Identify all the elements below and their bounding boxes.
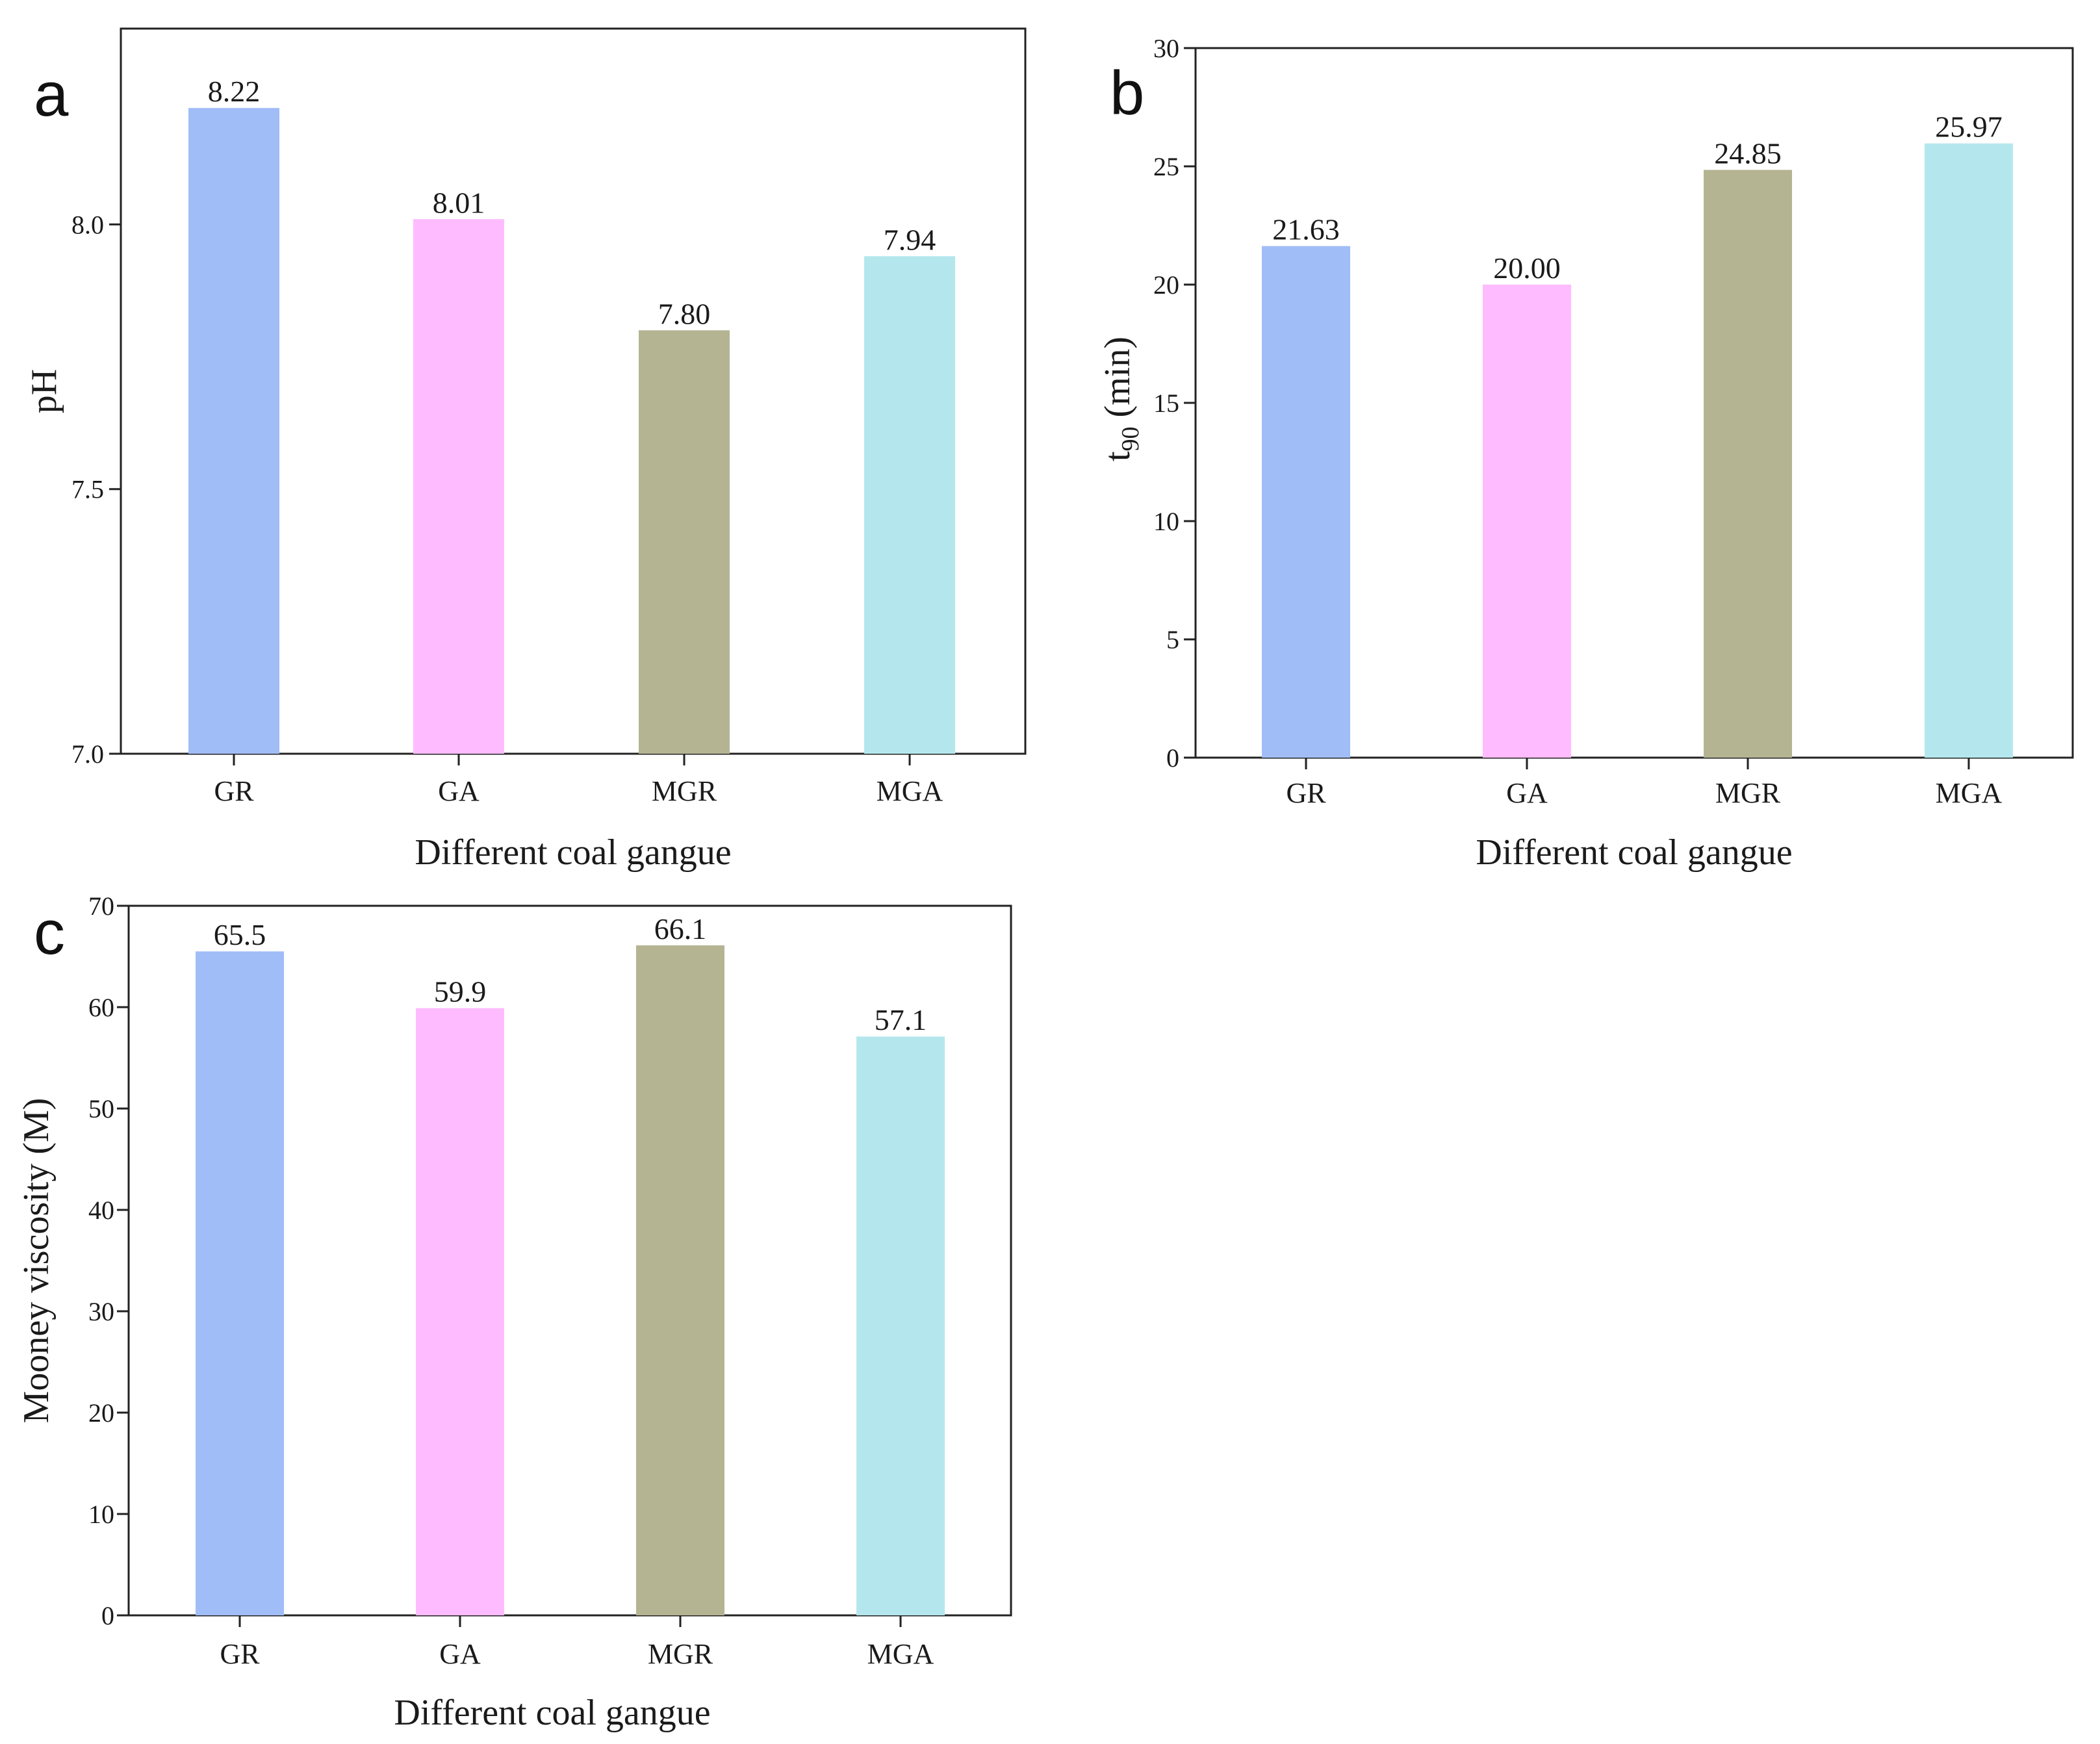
panel-c-y-ticks: 0 10 20 30 40 50 60 70 xyxy=(88,891,129,1630)
panel-c-y-tick-label-2: 20 xyxy=(88,1398,114,1428)
panel-b-value-label-mga: 25.97 xyxy=(1935,110,2003,144)
panel-b-category-label-mga: MGA xyxy=(1936,777,2003,809)
panel-b-y-tick-label-3: 15 xyxy=(1153,389,1179,418)
panel-a-y-tick-label-0: 7.0 xyxy=(71,739,104,769)
panel-b-y-axis-title-main: t xyxy=(1097,451,1138,461)
panel-c-category-label-mgr: MGR xyxy=(648,1638,713,1670)
panel-c-y-tick-label-7: 70 xyxy=(88,891,114,921)
panel-b-category-label-ga: GA xyxy=(1506,777,1548,809)
panel-c-letter: c xyxy=(34,898,65,968)
panel-a-x-axis-title: Different coal gangue xyxy=(415,832,731,873)
panel-b-y-tick-label-4: 20 xyxy=(1153,270,1179,300)
panel-c-y-tick-label-1: 10 xyxy=(88,1500,114,1529)
panel-b-x-ticks: GR GA MGR MGA xyxy=(1286,758,2003,809)
panel-a-y-ticks: 7.0 7.5 8.0 xyxy=(71,210,121,769)
panel-b-y-axis-title: t90 (min) xyxy=(1097,337,1144,461)
panel-c-y-tick-label-0: 0 xyxy=(101,1601,114,1630)
panel-b-letter: b xyxy=(1110,58,1144,128)
panel-a-y-tick-label-1: 7.5 xyxy=(71,475,104,504)
panel-c-y-tick-label-3: 30 xyxy=(88,1297,114,1326)
panel-b-x-axis-title: Different coal gangue xyxy=(1476,832,1792,873)
panel-a-bar-gr xyxy=(188,108,279,754)
panel-b-bar-mgr xyxy=(1704,170,1792,758)
panel-b-bar-ga xyxy=(1483,285,1571,758)
panel-c-bar-mgr xyxy=(636,945,724,1615)
panel-c-category-label-mga: MGA xyxy=(867,1638,934,1670)
panel-a-bar-ga xyxy=(413,219,504,754)
panel-b-value-label-gr: 21.63 xyxy=(1272,213,1340,246)
panel-b-bar-gr xyxy=(1262,246,1350,758)
panel-c-bar-gr xyxy=(196,951,284,1615)
panel-c-y-axis-title: Mooney viscosity (M) xyxy=(16,1098,57,1424)
panel-b-bar-mga xyxy=(1925,143,2013,758)
panel-c-bar-ga xyxy=(416,1008,504,1615)
panel-a-value-label-gr: 8.22 xyxy=(208,75,261,108)
panel-c-plot-frame xyxy=(127,904,1012,1617)
panel-b-category-label-gr: GR xyxy=(1286,777,1326,809)
panel-b-y-tick-label-2: 10 xyxy=(1153,507,1179,536)
panel-b-value-label-ga: 20.00 xyxy=(1493,251,1561,285)
panel-a-plot-frame xyxy=(120,27,1027,755)
panel-c-value-label-ga: 59.9 xyxy=(434,975,487,1008)
panel-c-value-label-mgr: 66.1 xyxy=(654,912,707,945)
panel-b-y-axis-title-unit: (min) xyxy=(1097,337,1138,426)
panel-a-value-labels: 8.22 8.01 7.80 7.94 xyxy=(208,75,936,330)
panel-c-mooney-chart: c 0 10 20 30 40 50 60 70 GR GA MGR MGA 65.5 59.9 66.… xyxy=(16,891,1012,1733)
panel-b-y-axis-title-sub: 90 xyxy=(1117,426,1144,451)
panel-c-y-tick-label-5: 50 xyxy=(88,1094,114,1123)
panel-b-y-tick-label-0: 0 xyxy=(1166,743,1179,773)
panel-a-bars xyxy=(188,108,955,754)
panel-b-t90-chart: b 0 5 10 15 20 25 30 GR GA MGR MGA 21.63 20.00 24.8… xyxy=(1097,34,2074,873)
panel-a-letter: a xyxy=(34,60,69,129)
panel-c-x-ticks: GR GA MGR MGA xyxy=(220,1615,934,1670)
panel-b-y-ticks: 0 5 10 15 20 25 30 xyxy=(1153,34,1196,773)
panel-c-y-tick-label-4: 40 xyxy=(88,1196,114,1225)
panel-a-category-label-mga: MGA xyxy=(877,775,943,807)
panel-a-ph-chart: a 7.07.58.0 GR GA MGR MGA 8.228.017.807.94 … xyxy=(24,27,1027,873)
panel-a-category-label-gr: GR xyxy=(214,775,254,807)
panel-c-value-label-mga: 57.1 xyxy=(875,1003,927,1036)
panel-c-bar-mga xyxy=(856,1036,945,1615)
panel-a-bar-mga xyxy=(864,256,955,754)
panel-c-y-tick-label-6: 60 xyxy=(88,993,114,1022)
panel-a-category-label-ga: GA xyxy=(438,775,480,807)
panel-b-y-tick-label-5: 25 xyxy=(1153,152,1179,181)
panel-a-y-axis-title: pH xyxy=(24,369,64,413)
panel-b-y-tick-label-6: 30 xyxy=(1153,34,1179,63)
panel-b-category-label-mgr: MGR xyxy=(1715,777,1781,809)
panel-b-y-tick-label-1: 5 xyxy=(1166,625,1179,654)
panel-c-value-label-gr: 65.5 xyxy=(214,918,266,951)
panel-a-category-label-mgr: MGR xyxy=(652,775,717,807)
panel-a-value-label-ga: 8.01 xyxy=(433,186,485,219)
panel-a-value-label-mgr: 7.80 xyxy=(658,297,711,330)
panel-c-x-axis-title: Different coal gangue xyxy=(394,1693,710,1733)
panel-a-y-tick-label-2: 8.0 xyxy=(71,210,104,239)
panel-a-value-label-mga: 7.94 xyxy=(884,223,936,256)
panel-b-value-label-mgr: 24.85 xyxy=(1714,136,1782,170)
panel-a-bar-mgr xyxy=(639,330,730,754)
panel-c-category-label-ga: GA xyxy=(439,1638,481,1670)
panel-c-bars xyxy=(196,945,945,1615)
panel-b-bars xyxy=(1262,143,2013,758)
panel-b-value-labels: 21.63 20.00 24.85 25.97 xyxy=(1272,110,2003,285)
panel-c-category-label-gr: GR xyxy=(220,1638,260,1670)
panel-c-value-labels: 65.5 59.9 66.1 57.1 xyxy=(214,912,927,1036)
panel-a-x-ticks: GR GA MGR MGA xyxy=(214,754,943,807)
